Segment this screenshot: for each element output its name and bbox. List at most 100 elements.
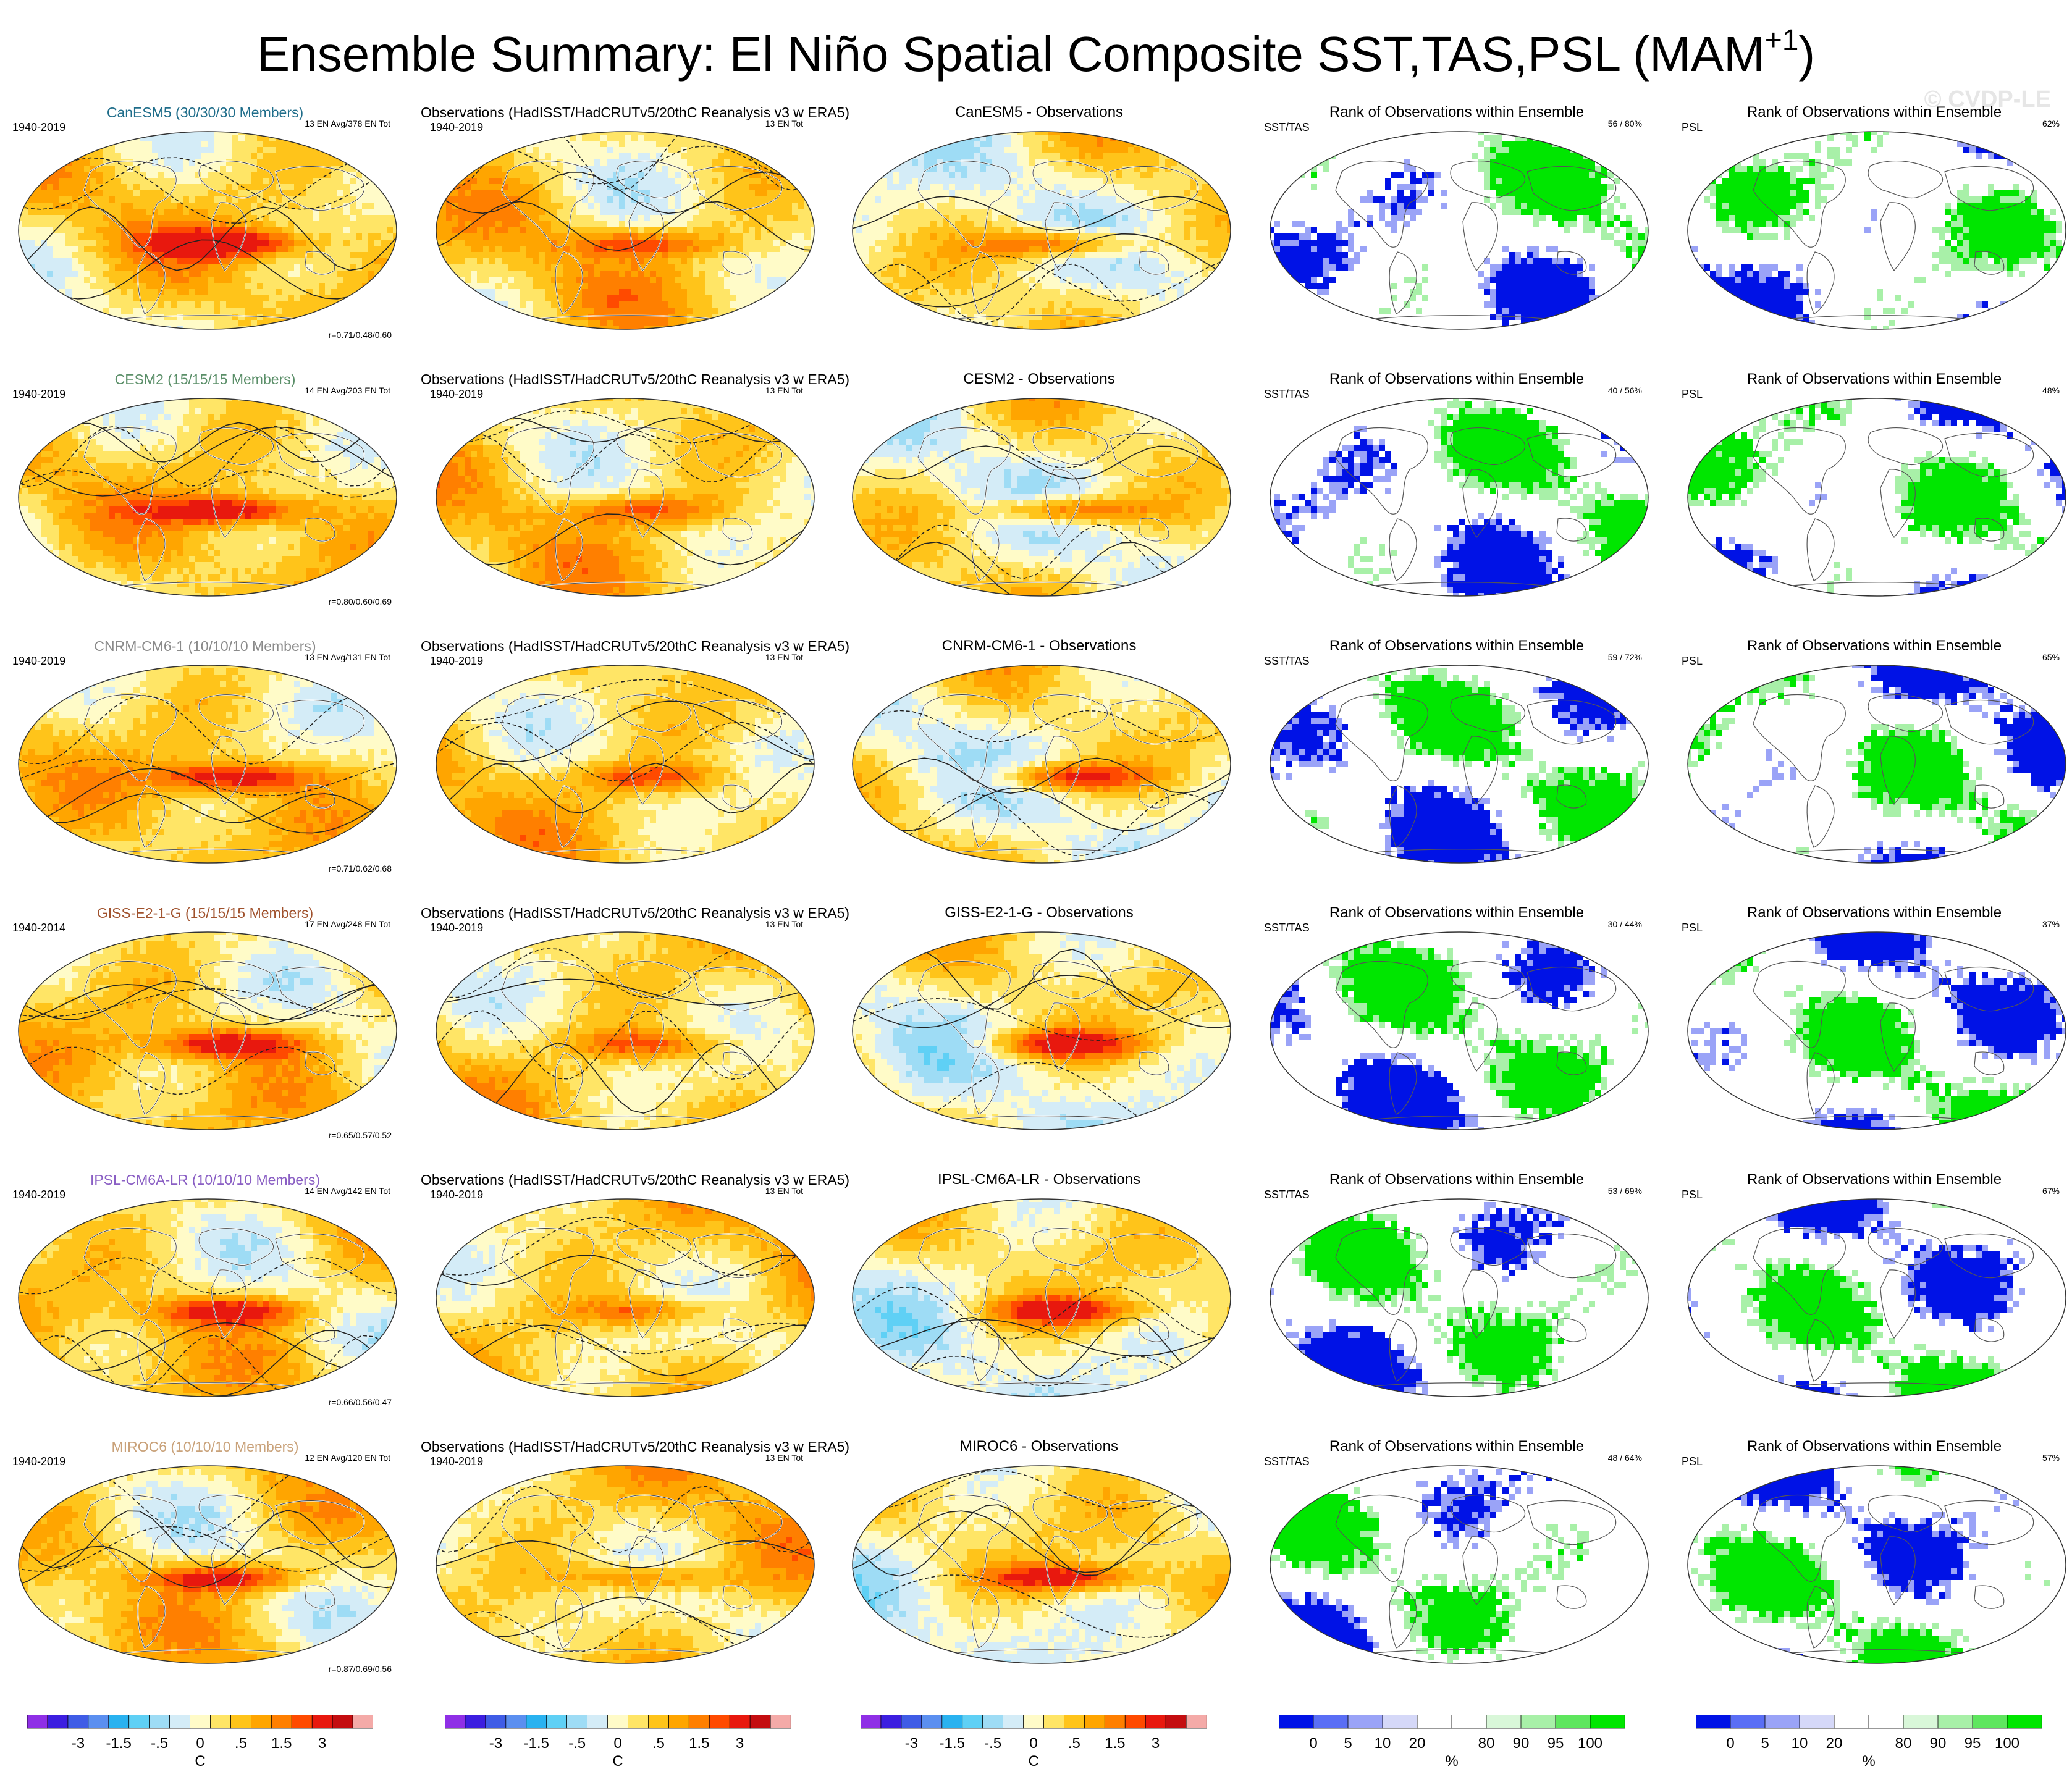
globe-map	[1268, 395, 1651, 599]
panel-title: Rank of Observations within Ensemble	[1677, 1438, 2072, 1455]
colorbar-unit: %	[1850, 1753, 1887, 1770]
colorbar-swatch	[1417, 1715, 1452, 1728]
colorbar-tick-label: 1.5	[689, 1735, 709, 1752]
colorbar-unit: C	[1015, 1753, 1052, 1770]
globe-map	[850, 1196, 1233, 1400]
ensemble-count: 14 EN Avg/142 EN Tot	[305, 1186, 390, 1196]
panel-obs-giss-e2-1-g: Observations (HadISST/HadCRUTv5/20thC Re…	[425, 894, 820, 1143]
colorbar-swatch	[190, 1715, 211, 1728]
globe-map	[850, 662, 1233, 866]
colorbar-swatch	[547, 1715, 567, 1728]
panel-title: Rank of Observations within Ensemble	[1677, 104, 2072, 121]
colorbar-swatch	[1125, 1715, 1145, 1728]
rank-percent: 62%	[2042, 119, 2060, 128]
colorbar-tick-label: 0	[1309, 1735, 1317, 1752]
rank-percent: 67%	[2042, 1186, 2060, 1196]
panel-diff-ipsl-cm6a-lr: IPSL-CM6A-LR - Observations	[841, 1161, 1237, 1410]
panel-psl-cesm2: Rank of Observations within Ensemble PSL 4…	[1677, 361, 2072, 609]
globe-map	[1268, 128, 1651, 332]
globe-map	[434, 128, 817, 332]
panel-title: Rank of Observations within Ensemble	[1677, 904, 2072, 922]
colorbar-swatch	[1696, 1715, 1730, 1728]
colorbar-swatch	[1590, 1715, 1625, 1728]
panel-obs-canesm5: Observations (HadISST/HadCRUTv5/20thC Re…	[425, 94, 820, 342]
panel-title: Rank of Observations within Ensemble	[1677, 637, 2072, 655]
colorbar-tick-label: 90	[1930, 1735, 1947, 1752]
panel-obs-cesm2: Observations (HadISST/HadCRUTv5/20thC Re…	[425, 361, 820, 609]
colorbar-swatch	[689, 1715, 709, 1728]
globe-map	[1268, 662, 1651, 866]
colorbar-swatch	[465, 1715, 486, 1728]
colorbar-swatch	[1556, 1715, 1590, 1728]
colorbar-swatch	[962, 1715, 983, 1728]
panel-title: Rank of Observations within Ensemble	[1259, 1438, 1654, 1455]
colorbar-swatch	[587, 1715, 608, 1728]
colorbar-swatch	[567, 1715, 587, 1728]
panel-rank-cnrm-cm6-1: Rank of Observations within Ensemble SST/…	[1259, 628, 1654, 876]
colorbar-swatch	[312, 1715, 332, 1728]
colorbar-tick-label: 5	[1761, 1735, 1769, 1752]
ensemble-count: 13 EN Avg/378 EN Tot	[305, 119, 390, 128]
colorbar-swatch	[48, 1715, 68, 1728]
globe-map	[434, 1196, 817, 1400]
globe-map	[434, 929, 817, 1133]
colorbar-swatch	[526, 1715, 547, 1728]
colorbar-swatch	[1938, 1715, 1973, 1728]
colorbar-tick-label: 10	[1375, 1735, 1391, 1752]
colorbar-swatch	[68, 1715, 88, 1728]
panel-title: Rank of Observations within Ensemble	[1677, 1171, 2072, 1188]
colorbar-swatch	[1186, 1715, 1207, 1728]
globe-map	[434, 1463, 817, 1666]
globe-map	[16, 1463, 399, 1666]
colorbar-swatch	[1348, 1715, 1383, 1728]
colorbar-tick-label: 1.5	[1105, 1735, 1125, 1752]
colorbar-swatch	[881, 1715, 901, 1728]
colorbar-svg: -3 -1.5 -.5 0.5 1.5 3	[27, 1715, 373, 1754]
colorbar-tick-label: -3	[72, 1735, 85, 1752]
colorbar-svg: 0 5 10 20 80 90 95 100	[1279, 1715, 1625, 1754]
colorbar-tick-label: -.5	[984, 1735, 1001, 1752]
colorbar-tick-label: 0	[1029, 1735, 1037, 1752]
colorbar-swatch	[770, 1715, 791, 1728]
panel-model-cnrm-cm6-1: CNRM-CM6-1 (10/10/10 Members) 1940-2019 13…	[7, 628, 403, 876]
colorbar-unit: C	[182, 1753, 219, 1770]
colorbar-swatch	[109, 1715, 129, 1728]
colorbar-tick-label: 90	[1513, 1735, 1530, 1752]
figure-title: Ensemble Summary: El Niño Spatial Compos…	[0, 23, 2072, 85]
colorbar-tick-label: 80	[1478, 1735, 1495, 1752]
colorbar-swatch	[1903, 1715, 1938, 1728]
globe-map	[434, 395, 817, 599]
colorbar-swatch	[486, 1715, 506, 1728]
colorbar-swatch	[211, 1715, 231, 1728]
globe-map	[1268, 1196, 1651, 1400]
rank-percent: 53 / 69%	[1608, 1186, 1642, 1196]
colorbar-swatch	[1064, 1715, 1084, 1728]
globe-map	[1685, 662, 2068, 866]
colorbar-swatch	[506, 1715, 526, 1728]
globe-map	[1685, 395, 2068, 599]
colorbar-tick-label: 3	[1152, 1735, 1160, 1752]
panel-obs-miroc6: Observations (HadISST/HadCRUTv5/20thC Re…	[425, 1428, 820, 1676]
colorbar-swatch	[1166, 1715, 1186, 1728]
globe-map	[16, 662, 399, 866]
colorbar-tick-label: .5	[652, 1735, 665, 1752]
colorbar-swatch	[922, 1715, 942, 1728]
panel-rank-giss-e2-1-g: Rank of Observations within Ensemble SST/…	[1259, 894, 1654, 1143]
panel-diff-miroc6: MIROC6 - Observations	[841, 1428, 1237, 1676]
colorbar-swatch	[983, 1715, 1003, 1728]
colorbar-tick-label: .5	[235, 1735, 247, 1752]
colorbar-swatch	[1973, 1715, 2007, 1728]
globe-map	[850, 929, 1233, 1133]
colorbar-swatch	[129, 1715, 150, 1728]
colorbar-swatch	[750, 1715, 770, 1728]
panel-rank-canesm5: Rank of Observations within Ensemble SST/…	[1259, 94, 1654, 342]
colorbar-temp-1: -3 -1.5 -.5 0.5 1.5 3 C	[27, 1715, 373, 1776]
colorbar-tick-label: .5	[1068, 1735, 1080, 1752]
colorbar-swatch	[1834, 1715, 1869, 1728]
globe-map	[1685, 1196, 2068, 1400]
colorbar-swatch	[628, 1715, 649, 1728]
ensemble-count: 13 EN Avg/131 EN Tot	[305, 652, 390, 662]
colorbar-swatch	[709, 1715, 730, 1728]
ensemble-count: 17 EN Avg/248 EN Tot	[305, 919, 390, 929]
rank-percent: 48%	[2042, 385, 2060, 395]
